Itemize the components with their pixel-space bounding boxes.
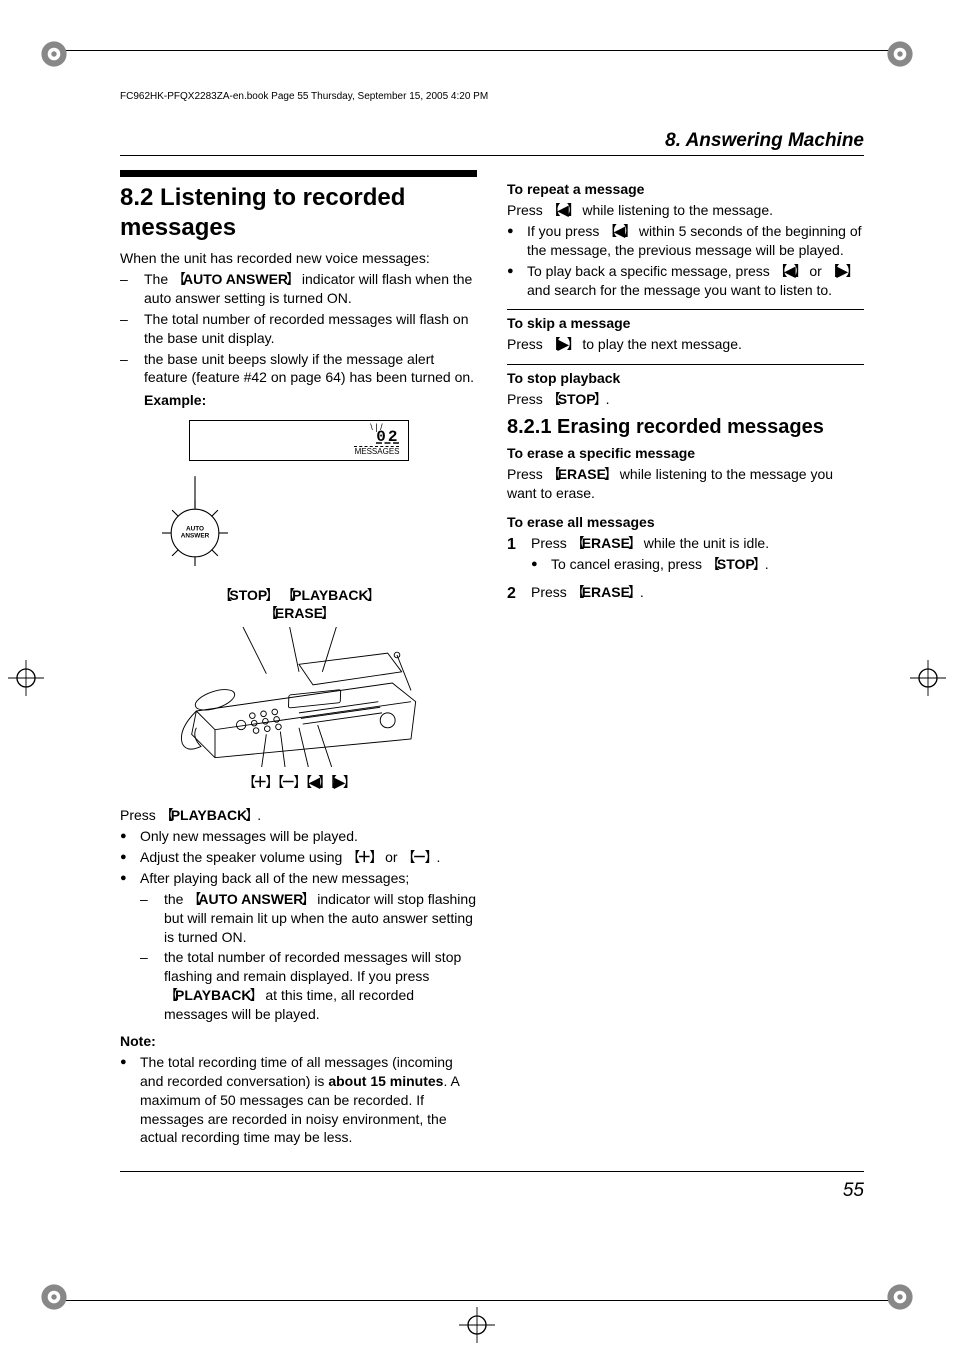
registration-mark-icon (36, 36, 72, 72)
intro-text: When the unit has recorded new voice mes… (120, 249, 477, 268)
intro-list: –The AUTO ANSWER indicator will flash wh… (120, 270, 477, 387)
list-item: ●Adjust the speaker volume using ＋ or －. (120, 848, 477, 867)
registration-mark-icon (882, 36, 918, 72)
lcd-display-diagram: \ | / 02 MESSAGES (189, 420, 409, 460)
playback-bullets: ●Only new messages will be played. ●Adju… (120, 827, 477, 1028)
lcd-caption: MESSAGES (198, 447, 400, 458)
note-bullets: ●The total recording time of all message… (120, 1053, 477, 1147)
page-content: FC962HK-PFQX2283ZA-en.book Page 55 Thurs… (120, 90, 864, 1261)
registration-mark-icon (882, 1279, 918, 1315)
erase-one-line: Press ERASE while listening to the messa… (507, 465, 864, 503)
skip-line: Press ▶ to play the next message. (507, 335, 864, 354)
crosshair-icon (910, 660, 946, 696)
list-item: ●To play back a specific message, press … (507, 262, 864, 300)
erase-one-heading: To erase a specific message (507, 444, 864, 463)
diagram-arrow-keys: ＋－◀▶ (120, 773, 477, 792)
crop-line-top (60, 50, 894, 51)
list-item: ●The total recording time of all message… (120, 1053, 477, 1147)
list-item: –The total number of recorded messages w… (120, 310, 477, 348)
chapter-title: 8. Answering Machine (120, 128, 864, 157)
section-title: 8.2 Listening to recorded messages (120, 183, 477, 243)
list-item: –The AUTO ANSWER indicator will flash wh… (120, 270, 477, 308)
example-label: Example: (120, 391, 477, 410)
repeat-bullets: ●If you press ◀ within 5 seconds of the … (507, 222, 864, 300)
subsection-title: 8.2.1 Erasing recorded messages (507, 415, 864, 440)
list-item: –the total number of recorded messages w… (140, 948, 477, 1024)
crosshair-icon (8, 660, 44, 696)
skip-heading: To skip a message (507, 309, 864, 333)
auto-answer-label: ANSWER (181, 532, 210, 539)
note-label: Note: (120, 1032, 477, 1051)
list-item: –the AUTO ANSWER indicator will stop fla… (140, 890, 477, 947)
auto-answer-indicator-diagram: AUTO ANSWER (120, 467, 270, 577)
right-column: To repeat a message Press ◀ while listen… (507, 170, 864, 1151)
press-playback: Press PLAYBACK. (120, 806, 477, 825)
erase-all-steps: 1 Press ERASE while the unit is idle. ●T… (507, 534, 864, 605)
list-item: ●After playing back all of the new messa… (120, 869, 477, 1028)
note-bold: about 15 minutes (328, 1073, 443, 1089)
erase-all-heading: To erase all messages (507, 513, 864, 532)
list-item: ●If you press ◀ within 5 seconds of the … (507, 222, 864, 260)
auto-answer-label: AUTO (186, 525, 204, 532)
stop-heading: To stop playback (507, 364, 864, 388)
left-column: 8.2 Listening to recorded messages When … (120, 170, 477, 1151)
stop-line: Press STOP. (507, 390, 864, 409)
registration-mark-icon (36, 1279, 72, 1315)
list-item: ●To cancel erasing, press STOP. (531, 555, 864, 574)
page-number: 55 (120, 1171, 864, 1204)
crop-line-bottom (60, 1300, 894, 1301)
crosshair-icon (459, 1307, 495, 1343)
step-number: 1 (507, 534, 531, 556)
list-item: –the base unit beeps slowly if the messa… (120, 350, 477, 388)
repeat-heading: To repeat a message (507, 180, 864, 199)
diagram-key-labels: STOP PLAYBACK ERASE (120, 586, 477, 624)
content-columns: 8.2 Listening to recorded messages When … (120, 170, 864, 1151)
section-rule (120, 170, 477, 177)
list-item: ●Only new messages will be played. (120, 827, 477, 846)
repeat-line: Press ◀ while listening to the message. (507, 201, 864, 220)
fax-machine-diagram (159, 627, 439, 767)
running-header: FC962HK-PFQX2283ZA-en.book Page 55 Thurs… (120, 90, 864, 108)
step-number: 2 (507, 583, 531, 605)
step-item: 2 Press ERASE. (507, 583, 864, 605)
step-item: 1 Press ERASE while the unit is idle. ●T… (507, 534, 864, 578)
